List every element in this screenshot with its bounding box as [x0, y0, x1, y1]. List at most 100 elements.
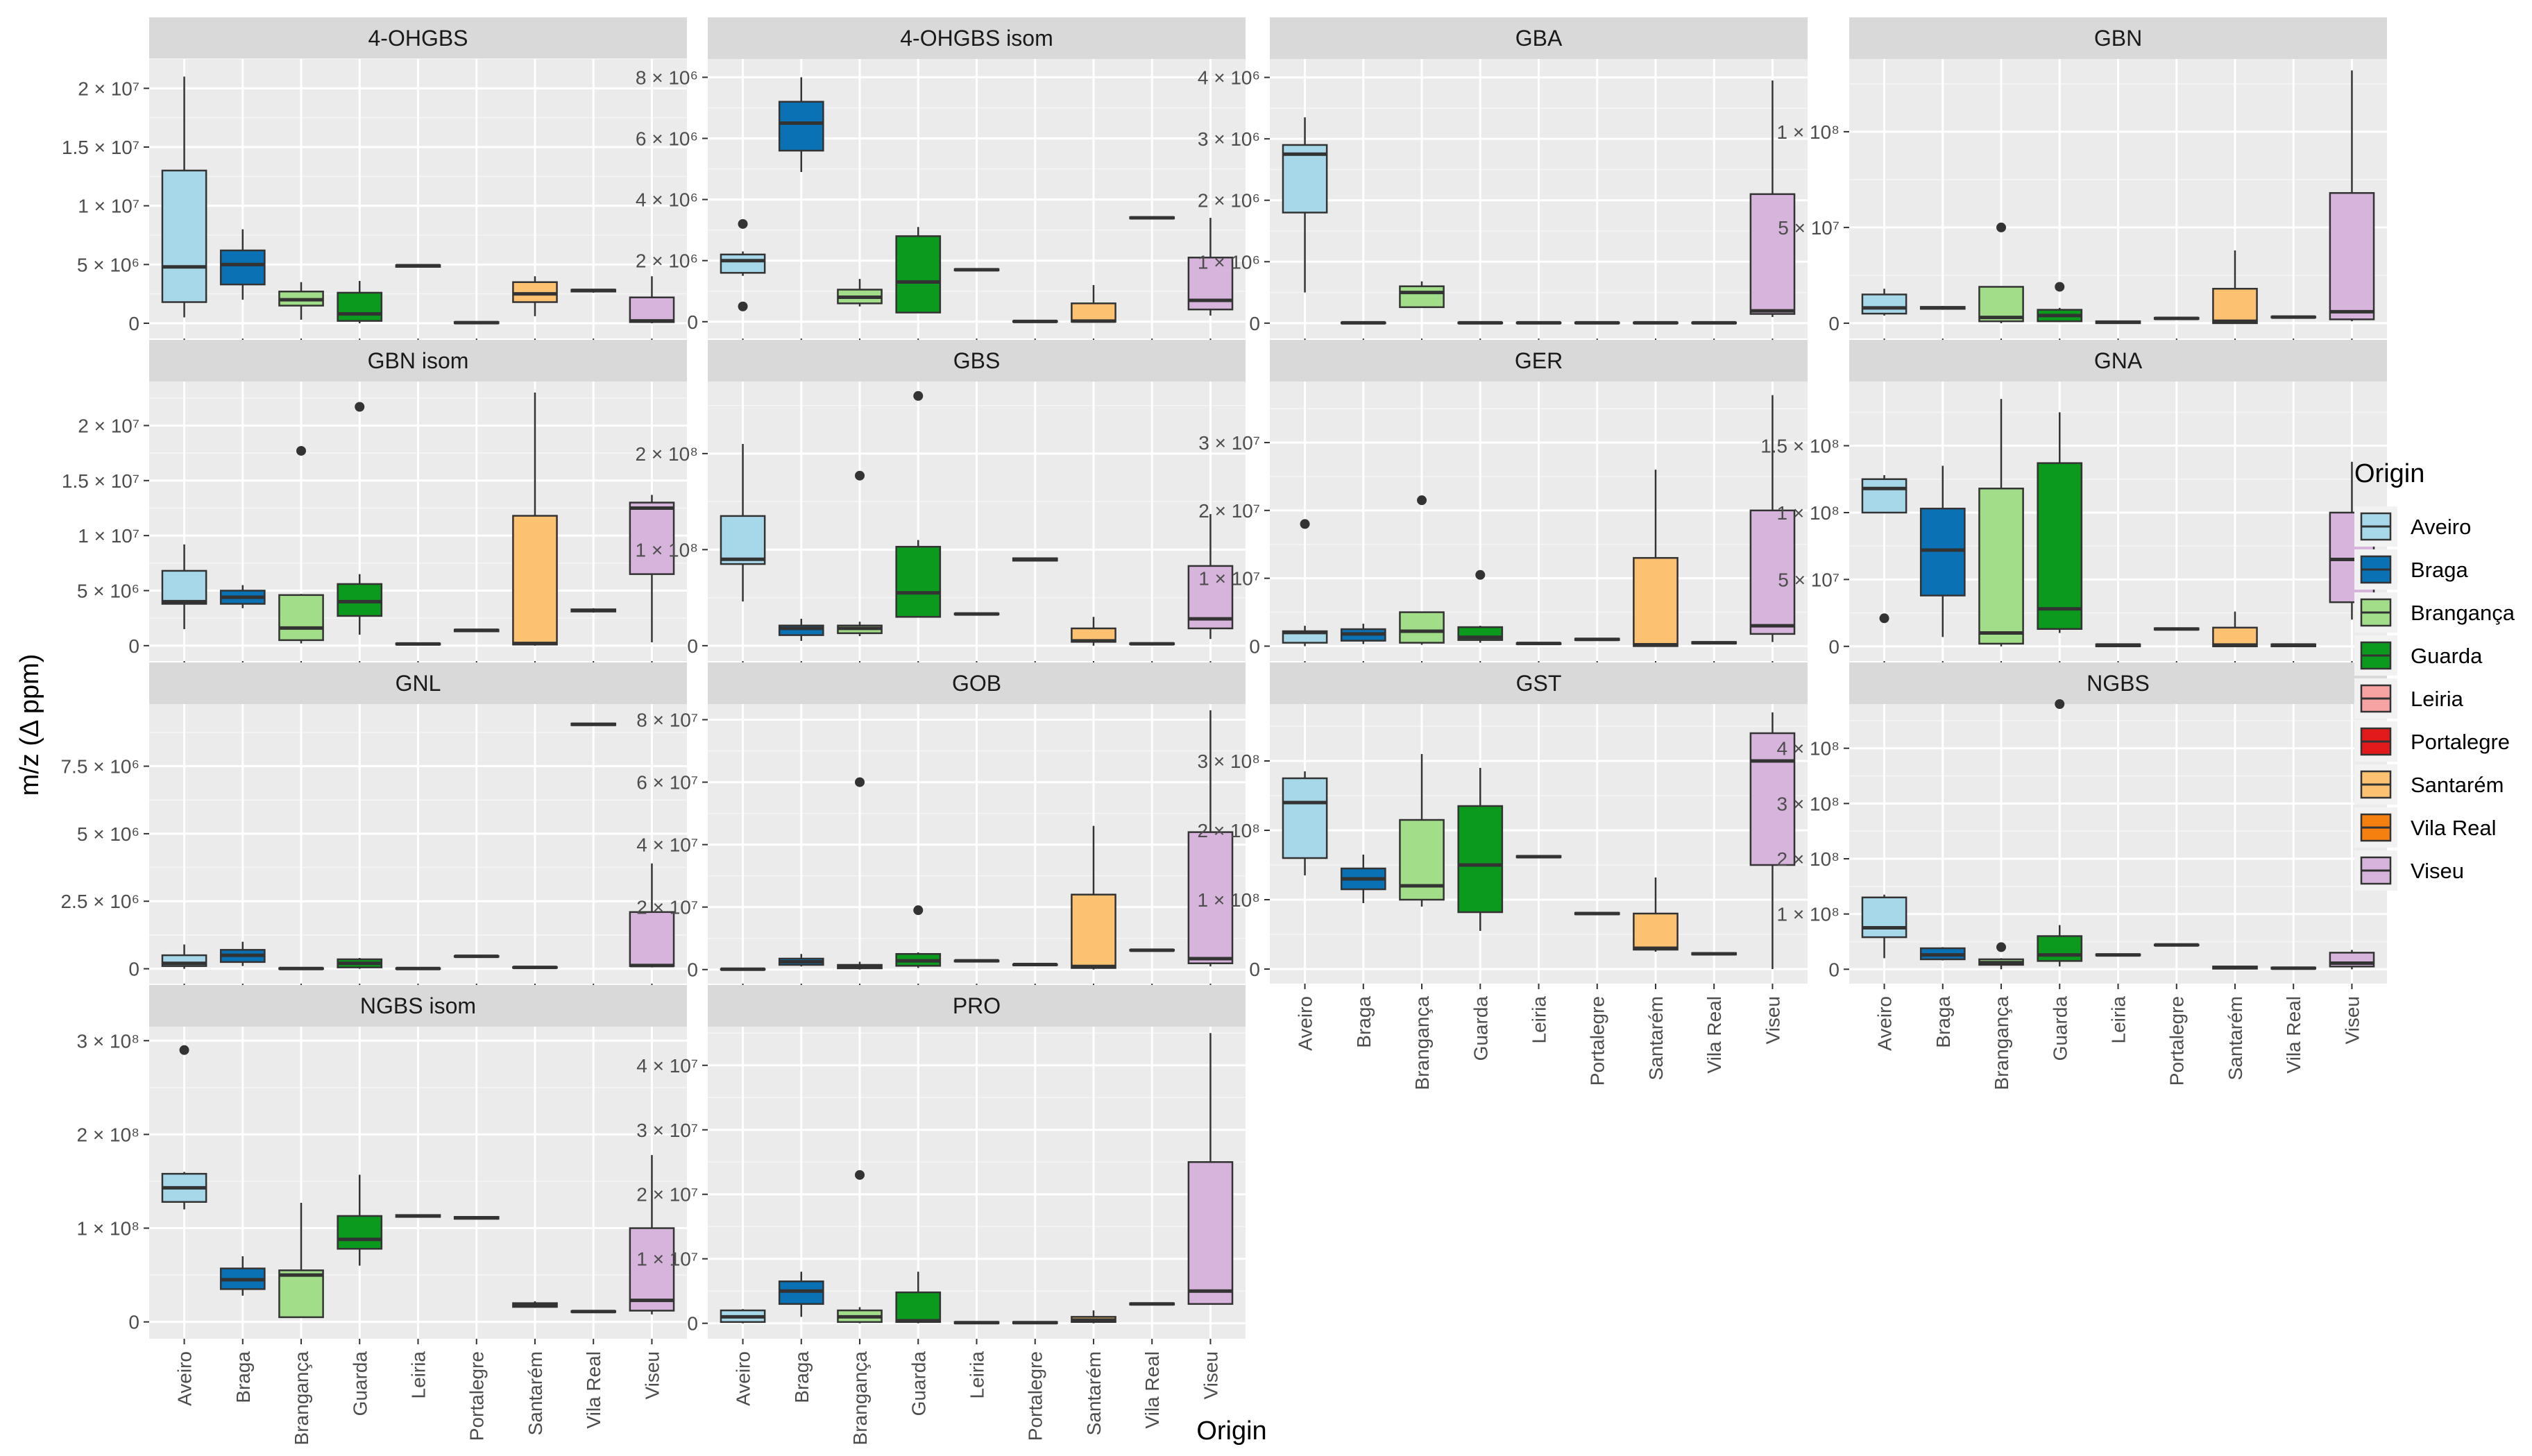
- box-body: [512, 281, 558, 303]
- box-viseu: [2329, 950, 2375, 970]
- box-body: [1749, 193, 1796, 315]
- y-tick-label: 0: [128, 635, 139, 657]
- legend-item-viseu: Viseu: [2354, 850, 2464, 891]
- legend-item-brangança: Brangança: [2354, 592, 2515, 633]
- y-tick-label: 1 × 10⁸: [1777, 904, 1839, 925]
- legend-label: Leiria: [2411, 687, 2464, 711]
- y-tick-label: 0: [1828, 636, 1839, 658]
- outlier-point: [1879, 613, 1889, 624]
- box-vila-real: [1691, 952, 1737, 956]
- panel-strip: [1849, 340, 2387, 382]
- x-tick-label: Aveiro: [733, 1351, 754, 1406]
- box-guarda: [895, 1271, 942, 1324]
- box-leiria: [2095, 320, 2141, 325]
- panel-title: NGBS: [2087, 671, 2150, 696]
- box-body: [1187, 831, 1234, 964]
- y-tick-label: 0: [687, 311, 698, 333]
- box-body: [161, 169, 207, 303]
- box-aveiro: [720, 251, 766, 276]
- box-guarda: [2037, 925, 2083, 967]
- panel-title: GNA: [2094, 348, 2143, 373]
- y-tick-label: 5 × 10⁷: [1778, 569, 1839, 590]
- panel-ger: GER 0 1 × 10⁷ 2 × 10⁷ 3 × 10⁷: [1198, 340, 1808, 667]
- x-tick-label: Vila Real: [1703, 996, 1725, 1074]
- y-tick-label: 1 × 10⁸: [1777, 121, 1839, 143]
- panel-gbs: GBS 0 1 × 10⁸ 2 × 10⁸: [636, 340, 1246, 667]
- x-tick-label: Vila Real: [2283, 996, 2304, 1074]
- box-body: [2212, 287, 2258, 325]
- box-viseu: [1749, 395, 1796, 642]
- box-aveiro: [1282, 117, 1328, 293]
- x-tick-label: Braga: [232, 1351, 254, 1403]
- box-portalegre: [1574, 911, 1620, 916]
- box-body: [1861, 896, 1908, 939]
- box-santarém: [1071, 1310, 1116, 1324]
- y-tick-label: 5 × 10⁶: [77, 580, 139, 601]
- box-leiria: [395, 966, 441, 970]
- y-tick-label: 1.5 × 10⁸: [1760, 436, 1839, 457]
- legend-item-santarém: Santarém: [2354, 764, 2504, 805]
- box-vila-real: [2270, 643, 2317, 648]
- x-tick-label: Leiria: [408, 1351, 430, 1399]
- box-body: [895, 1291, 942, 1324]
- box-braga: [778, 954, 824, 967]
- box-santarém: [1071, 617, 1116, 646]
- panel-ngbs-isom: NGBS isom 0 1 × 10⁸ 2 × 10⁸ 3 × 10⁸ Aveiro Bra…: [77, 985, 687, 1445]
- box-leiria: [953, 268, 1000, 272]
- box-braga: [778, 619, 824, 641]
- panel-title: GBS: [953, 348, 1001, 373]
- box-santarém: [1071, 825, 1116, 970]
- panel-title: GOB: [952, 671, 1001, 696]
- box-leiria: [2095, 643, 2141, 648]
- y-tick-label: 2 × 10⁷: [78, 415, 139, 436]
- panel-title: GER: [1515, 348, 1563, 373]
- y-tick-label: 2 × 10⁶: [1198, 190, 1260, 212]
- outlier-point: [296, 445, 307, 456]
- box-leiria: [395, 1214, 441, 1218]
- x-tick-label: Leiria: [967, 1351, 988, 1399]
- y-tick-label: 0: [687, 635, 698, 657]
- box-body: [1071, 302, 1116, 323]
- y-tick-label: 6 × 10⁶: [636, 128, 698, 150]
- box-body: [1399, 819, 1445, 901]
- panel-strip: [1849, 662, 2387, 704]
- y-tick-label: 1 × 10⁷: [78, 525, 139, 547]
- y-tick-label: 1.5 × 10⁷: [62, 137, 139, 158]
- box-body: [1399, 611, 1445, 644]
- panel-strip: [1270, 17, 1808, 59]
- x-tick-label: Leiria: [2108, 996, 2130, 1044]
- box-vila-real: [2270, 315, 2317, 319]
- box-portalegre: [453, 320, 500, 325]
- legend-item-braga: Braga: [2354, 549, 2468, 590]
- box-portalegre: [2153, 627, 2200, 631]
- box-body: [1399, 285, 1445, 309]
- x-tick-label: Guarda: [349, 1351, 371, 1416]
- y-tick-label: 0: [128, 313, 139, 334]
- box-viseu: [629, 276, 675, 323]
- box-viseu: [2329, 70, 2375, 322]
- box-leiria: [953, 1321, 1000, 1325]
- legend-item-vila-real: Vila Real: [2354, 807, 2497, 848]
- box-body: [895, 545, 942, 618]
- box-vila-real: [570, 608, 617, 613]
- y-tick-label: 3 × 10⁸: [77, 1030, 139, 1052]
- box-portalegre: [453, 628, 500, 633]
- box-brangança: [837, 1307, 883, 1324]
- y-tick-label: 0: [687, 959, 698, 981]
- box-body: [512, 515, 558, 646]
- y-tick-label: 8 × 10⁷: [636, 710, 698, 731]
- box-leiria: [953, 959, 1000, 963]
- y-tick-label: 4 × 10⁶: [1198, 67, 1260, 89]
- panel-4-ohgbs-isom: 4-OHGBS isom 0 2 × 10⁶ 4 × 10⁶ 6 × 10⁶ 8 × 10…: [636, 17, 1246, 344]
- box-viseu: [1749, 712, 1796, 969]
- legend-item-aveiro: Aveiro: [2354, 506, 2471, 547]
- box-brangança: [1399, 754, 1445, 907]
- box-body: [720, 515, 766, 565]
- y-tick-label: 0: [128, 1312, 139, 1333]
- y-tick-label: 4 × 10⁸: [1777, 738, 1839, 760]
- panel-strip: [708, 340, 1246, 382]
- outlier-point: [2055, 699, 2065, 709]
- y-tick-label: 2 × 10⁸: [77, 1124, 139, 1145]
- x-tick-label: Guarda: [908, 1351, 929, 1416]
